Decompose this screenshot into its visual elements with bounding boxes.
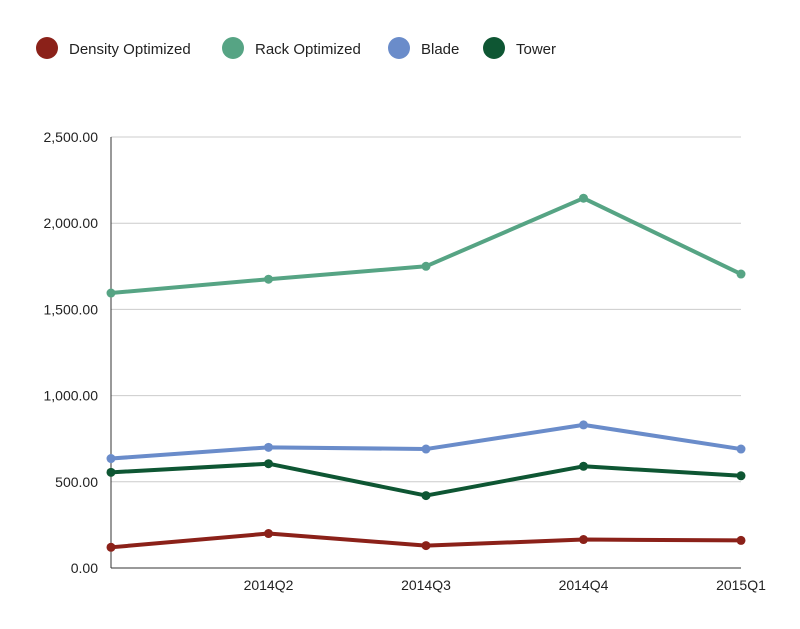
legend-label: Tower — [516, 41, 556, 58]
legend-marker — [36, 37, 58, 59]
data-point — [106, 467, 116, 477]
series-density-optimized — [106, 529, 746, 552]
y-tick-label: 500.00 — [55, 474, 98, 490]
data-point — [421, 491, 431, 501]
legend-item: Density Optimized — [36, 37, 191, 59]
legend-marker — [388, 37, 410, 59]
legend-item: Rack Optimized — [222, 37, 361, 59]
data-point — [421, 541, 431, 551]
y-tick-label: 1,500.00 — [44, 301, 99, 317]
x-tick-label: 2014Q4 — [559, 577, 609, 593]
y-tick-label: 0.00 — [71, 560, 98, 576]
legend-label: Blade — [421, 41, 459, 58]
legend-label: Density Optimized — [69, 41, 191, 58]
data-point — [106, 454, 116, 464]
data-point — [264, 274, 273, 284]
data-point — [106, 288, 116, 298]
grid-lines — [111, 136, 741, 569]
data-point — [421, 444, 431, 454]
series-rack-optimized — [106, 193, 746, 298]
data-point — [736, 471, 746, 481]
legend-marker — [483, 37, 505, 59]
data-point — [736, 269, 746, 279]
data-point — [579, 420, 588, 430]
data-point — [264, 442, 273, 452]
data-point — [736, 444, 746, 454]
data-point — [264, 529, 273, 539]
data-point — [736, 535, 746, 545]
data-point — [421, 261, 431, 271]
data-point — [579, 193, 588, 203]
legend: Density Optimized Rack Optimized Blade Towe… — [36, 37, 556, 59]
x-tick-label: 2015Q1 — [716, 577, 766, 593]
y-tick-label: 2,500.00 — [44, 129, 99, 145]
y-axis: 0.00 500.00 1,000.00 1,500.00 2,000.00 2,500.… — [44, 129, 112, 576]
data-point — [579, 535, 588, 545]
series-line — [109, 461, 743, 498]
y-tick-label: 1,000.00 — [44, 388, 99, 404]
data-point — [579, 461, 588, 471]
x-tick-label: 2014Q3 — [401, 577, 451, 593]
x-tick-label: 2014Q2 — [244, 577, 294, 593]
data-point — [264, 459, 273, 469]
series-blade — [106, 420, 746, 464]
series-tower — [106, 459, 746, 501]
legend-item: Blade — [388, 37, 459, 59]
legend-label: Rack Optimized — [255, 41, 361, 58]
data-point — [106, 542, 116, 552]
x-axis: 2014Q2 2014Q3 2014Q4 2015Q1 — [244, 577, 767, 593]
legend-item: Tower — [483, 37, 556, 59]
series-layer — [106, 193, 746, 552]
legend-marker — [222, 37, 244, 59]
y-tick-label: 2,000.00 — [44, 215, 99, 231]
series-line — [109, 196, 743, 296]
